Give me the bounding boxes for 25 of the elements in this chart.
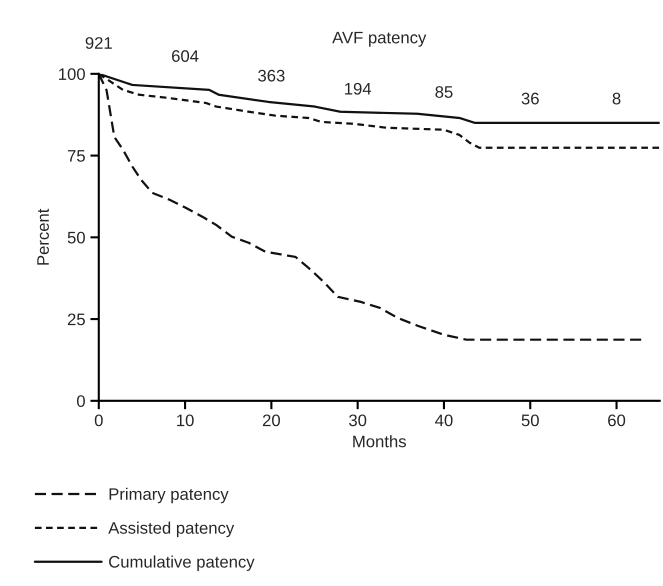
annotation: 363 <box>258 70 285 82</box>
annotation: 8 <box>612 92 620 104</box>
y-tick-label: 100 <box>59 68 85 80</box>
y-tick-label: 0 <box>76 395 85 408</box>
chart-title: AVF patency <box>332 32 426 47</box>
y-tick-label: 50 <box>68 232 85 244</box>
x-axis-title: Months <box>353 435 406 448</box>
annotation: 36 <box>522 92 539 104</box>
x-tick-label: 10 <box>177 414 194 426</box>
annotation: 194 <box>345 82 372 95</box>
annotation: 85 <box>435 86 453 98</box>
x-tick-label: 60 <box>608 414 626 426</box>
legend-label: Cumulative patency <box>109 555 255 571</box>
text: 604 <box>172 50 198 62</box>
x-tick-label: 50 <box>522 414 539 426</box>
x-tick-label: 40 <box>435 414 453 426</box>
legend-label: Primary patency <box>110 488 229 504</box>
text: 921 <box>86 37 112 49</box>
x-tick-label: 30 <box>349 414 366 426</box>
x-tick-label: 20 <box>262 414 280 426</box>
y-tick-label: 75 <box>68 150 85 162</box>
x-tick-label: 0 <box>94 414 103 426</box>
y-axis-title: Percent <box>37 208 49 265</box>
legend-label: Assisted patency <box>108 522 234 538</box>
y-tick-label: 25 <box>68 313 85 326</box>
